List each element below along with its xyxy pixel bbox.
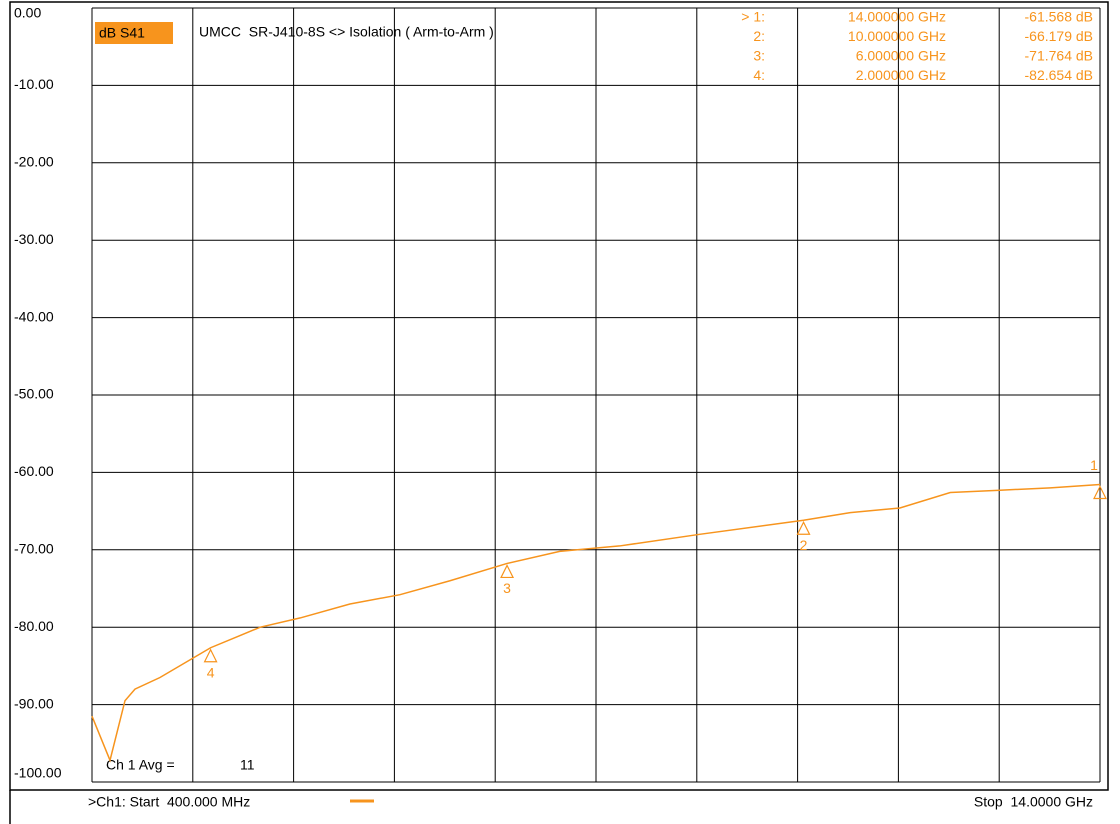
marker-readout-index: 2: [753, 28, 765, 44]
y-tick-label: -30.00 [14, 231, 54, 247]
marker-number: 2 [800, 537, 808, 553]
marker-triangle [500, 564, 515, 579]
y-tick-label: -90.00 [14, 695, 54, 711]
marker-readout-index: 4: [753, 67, 765, 83]
marker-readout-index: > 1: [741, 9, 765, 25]
start-label: >Ch1: Start 400.000 MHz [88, 794, 250, 810]
marker-triangle [1093, 485, 1107, 500]
trace-line [91, 483, 1101, 763]
avg-value: 11 [240, 757, 255, 773]
marker-readout-freq: 10.000000 GHz [848, 28, 946, 44]
y-tick-label: 0.00 [14, 5, 41, 21]
marker-triangle [796, 520, 811, 535]
y-tick-label: -80.00 [14, 618, 54, 634]
y-tick-label: -100.00 [14, 765, 62, 781]
y-tick-label: -20.00 [14, 154, 54, 170]
y-tick-label: -60.00 [14, 463, 54, 479]
avg-label: Ch 1 Avg = [106, 757, 175, 773]
marker-number: 3 [503, 580, 511, 596]
marker-readout-value: -71.764 dB [1025, 48, 1094, 64]
y-tick-label: -70.00 [14, 541, 54, 557]
y-tick-label: -50.00 [14, 386, 54, 402]
marker-readout-freq: 14.000000 GHz [848, 9, 946, 25]
chart-title: UMCC SR-J410-8S <> Isolation ( Arm-to-Ar… [199, 24, 494, 40]
marker-readout-index: 3: [753, 48, 765, 64]
marker-readout-value: -61.568 dB [1025, 9, 1094, 25]
marker-readout-freq: 2.000000 GHz [856, 67, 946, 83]
marker-readout-freq: 6.000000 GHz [856, 48, 946, 64]
stop-label: Stop 14.0000 GHz [974, 794, 1093, 810]
marker-number: 4 [207, 664, 215, 680]
marker-number: 1 [1090, 457, 1098, 473]
y-tick-label: -40.00 [14, 308, 54, 324]
marker-readout-value: -82.654 dB [1025, 67, 1094, 83]
trace-label: dB S41 [99, 25, 145, 41]
trace-label-box [95, 22, 173, 44]
marker-readout-value: -66.179 dB [1025, 28, 1094, 44]
marker-triangle [203, 648, 218, 663]
y-tick-label: -10.00 [14, 76, 54, 92]
frame [9, 1, 1109, 791]
